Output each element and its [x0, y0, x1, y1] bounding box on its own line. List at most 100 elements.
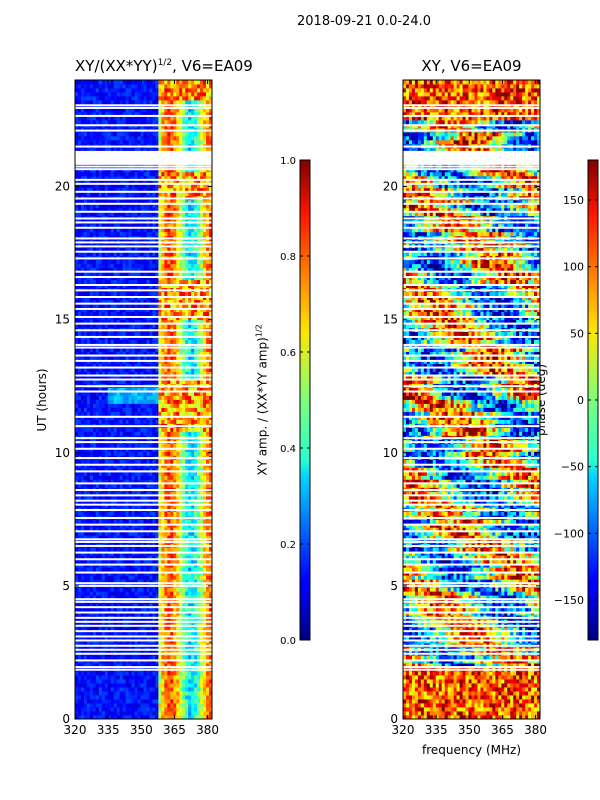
heatmap-cell: [86, 675, 91, 680]
heatmap-cell: [122, 419, 127, 424]
heatmap-cell: [164, 655, 168, 660]
heatmap-cell: [110, 323, 115, 329]
heatmap-cell: [149, 323, 153, 329]
heatmap-cell: [95, 579, 100, 584]
heatmap-cell: [119, 579, 124, 584]
heatmap-cell: [110, 467, 115, 472]
heatmap-cell: [110, 491, 115, 496]
heatmap-cell: [182, 347, 186, 352]
heatmap-cell: [83, 519, 88, 524]
heatmap-cell: [98, 351, 103, 356]
heatmap-cell: [134, 603, 138, 608]
heatmap-cell: [149, 547, 153, 552]
heatmap-cell: [89, 483, 94, 488]
heatmap-cell: [80, 311, 85, 317]
heatmap-cell: [95, 467, 100, 472]
heatmap-cell: [83, 655, 88, 660]
heatmap-cell: [206, 527, 210, 532]
heatmap-cell: [143, 555, 147, 560]
heatmap-cell: [95, 319, 100, 325]
heatmap-cell: [122, 403, 127, 408]
heatmap-cell: [176, 379, 180, 384]
heatmap-cell: [92, 715, 97, 719]
heatmap-cell: [110, 591, 115, 596]
heatmap-cell: [101, 687, 106, 692]
heatmap-cell: [140, 459, 144, 464]
heatmap-cell: [104, 687, 109, 692]
heatmap-cell: [191, 451, 195, 456]
heatmap-cell: [83, 663, 88, 668]
heatmap-cell: [185, 399, 189, 404]
heatmap-cell: [131, 459, 135, 464]
heatmap-cell: [125, 363, 130, 368]
heatmap-cell: [158, 319, 162, 325]
heatmap-cell: [137, 531, 141, 536]
heatmap-cell: [182, 395, 186, 400]
heatmap-cell: [75, 399, 79, 404]
heatmap-cell: [95, 431, 100, 436]
heatmap-cell: [128, 351, 132, 356]
heatmap-cell: [170, 591, 174, 596]
heatmap-cell: [107, 675, 112, 680]
heatmap-cell: [155, 575, 159, 580]
heatmap-cell: [206, 367, 210, 372]
heatmap-cell: [89, 631, 94, 636]
heatmap-cell: [179, 663, 183, 668]
heatmap-cell: [86, 339, 91, 344]
heatmap-cell: [83, 715, 88, 719]
heatmap-cell: [137, 679, 141, 684]
heatmap-cell: [209, 427, 212, 432]
heatmap-cell: [98, 671, 103, 676]
heatmap-cell: [98, 675, 103, 680]
heatmap-cell: [170, 715, 174, 719]
heatmap-cell: [83, 671, 88, 676]
heatmap-cell: [113, 475, 118, 480]
heatmap-cell: [182, 607, 186, 612]
heatmap-cell: [185, 411, 189, 416]
heatmap-cell: [152, 491, 156, 496]
heatmap-cell: [197, 459, 201, 464]
heatmap-cell: [98, 479, 103, 484]
heatmap-cell: [155, 391, 159, 396]
heatmap-cell: [95, 407, 100, 412]
heatmap-cell: [173, 291, 177, 297]
heatmap-cell: [101, 603, 106, 608]
heatmap-cell: [167, 511, 171, 516]
heatmap-cell: [197, 363, 201, 368]
heatmap-cell: [75, 367, 79, 372]
heatmap-cell: [149, 399, 153, 404]
figure-suptitle: 2018-09-21 0.0-24.0: [297, 14, 431, 29]
heatmap-cell: [146, 419, 150, 424]
heatmap-cell: [143, 607, 147, 612]
heatmap-cell: [185, 603, 189, 608]
heatmap-cell: [101, 559, 106, 564]
heatmap-cell: [125, 679, 130, 684]
heatmap-cell: [101, 483, 106, 488]
heatmap-cell: [119, 303, 124, 309]
heatmap-cell: [116, 715, 121, 719]
heatmap-cell: [89, 319, 94, 325]
heatmap-cell: [161, 311, 165, 317]
heatmap-cell: [164, 567, 168, 572]
heatmap-cell: [179, 627, 183, 632]
heatmap-cell: [161, 431, 165, 436]
heatmap-cell: [125, 607, 130, 612]
heatmap-cell: [119, 391, 124, 396]
heatmap-cell: [119, 683, 124, 688]
heatmap-cell: [95, 443, 100, 448]
heatmap-cell: [158, 603, 162, 608]
heatmap-cell: [152, 399, 156, 404]
heatmap-cell: [125, 567, 130, 572]
heatmap-cell: [188, 323, 192, 329]
heatmap-cell: [167, 679, 171, 684]
heatmap-cell: [92, 395, 97, 400]
heatmap-cell: [206, 391, 210, 396]
heatmap-cell: [170, 471, 174, 476]
heatmap-cell: [161, 299, 165, 305]
heatmap-cell: [80, 567, 85, 572]
heatmap-cell: [182, 575, 186, 580]
heatmap-cell: [95, 479, 100, 484]
heatmap-cell: [176, 679, 180, 684]
heatmap-cell: [125, 459, 130, 464]
heatmap-cell: [182, 451, 186, 456]
